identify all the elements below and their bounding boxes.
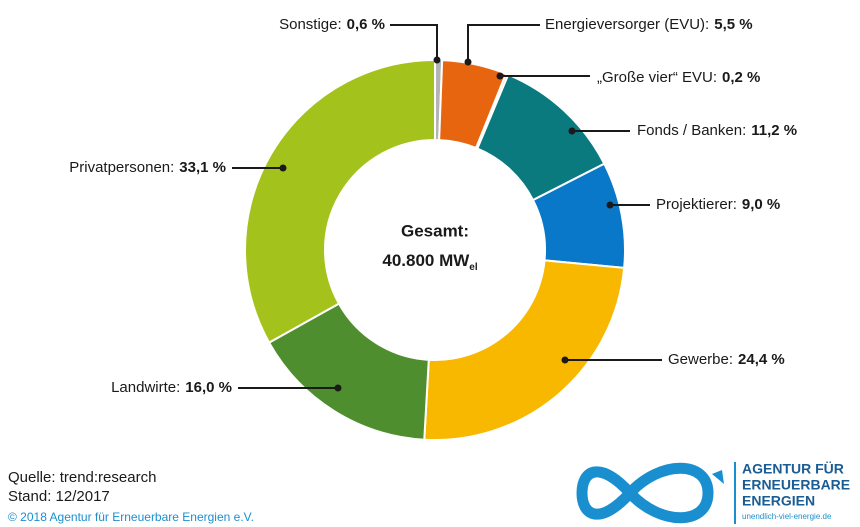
- category-label: Sonstige:: [279, 16, 342, 33]
- category-label: Privatpersonen:: [69, 159, 174, 176]
- logo-icon: [576, 462, 714, 524]
- logo-arrow: [712, 470, 724, 484]
- total-value: 40.800 MW: [382, 251, 470, 270]
- category-label: Landwirte:: [111, 379, 180, 396]
- leader-dot: [334, 384, 342, 392]
- leader-dot: [606, 201, 614, 209]
- source: Quelle: trend:research: [8, 469, 156, 486]
- value-label: 33,1 %: [179, 159, 226, 176]
- slice-label: Fonds / Banken: 11,2 %: [637, 122, 797, 139]
- slice-label: Privatpersonen: 33,1 %: [69, 159, 226, 176]
- value-label: 11,2 %: [751, 122, 797, 139]
- value-label: 24,4 %: [738, 351, 785, 368]
- leader-line: [467, 24, 540, 62]
- copyright: © 2018 Agentur für Erneuerbare Energien …: [8, 510, 254, 524]
- logo-divider: [734, 462, 736, 524]
- slice-label: Projektierer: 9,0 %: [656, 196, 780, 213]
- logo-line: ENERGIEN: [742, 493, 815, 509]
- leader-dot: [433, 56, 441, 64]
- slice-label: Sonstige: 0,6 %: [279, 16, 385, 33]
- category-label: Energieversorger (EVU):: [545, 16, 709, 33]
- leader-dot: [561, 356, 569, 364]
- leader-dot: [279, 164, 287, 172]
- value-label: 0,6 %: [347, 16, 385, 33]
- leader-line: [390, 24, 438, 60]
- leader-dot: [568, 127, 576, 135]
- center-label: Gesamt:: [401, 221, 469, 240]
- donut-slice: [244, 58, 436, 344]
- category-label: Gewerbe:: [668, 351, 733, 368]
- category-label: Fonds / Banken:: [637, 122, 746, 139]
- donut-slice: [423, 259, 626, 441]
- value-label: 5,5 %: [714, 16, 752, 33]
- slice-label: Gewerbe: 24,4 %: [668, 351, 785, 368]
- slice-label: Energieversorger (EVU): 5,5 %: [545, 16, 753, 33]
- value-label: 16,0 %: [185, 379, 232, 396]
- slice-label: „Große vier“ EVU: 0,2 %: [597, 69, 760, 86]
- category-label: „Große vier“ EVU:: [597, 69, 717, 86]
- category-label: Projektierer:: [656, 196, 737, 213]
- value-label: 9,0 %: [742, 196, 780, 213]
- logo-url: unendlich-viel-energie.de: [742, 512, 832, 521]
- slice-label: Landwirte: 16,0 %: [111, 379, 232, 396]
- total-subscript: el: [469, 262, 478, 273]
- leader-dot: [496, 72, 504, 80]
- leader-dot: [464, 58, 472, 66]
- logo-line: AGENTUR FÜR: [742, 461, 844, 477]
- value-label: 0,2 %: [722, 69, 760, 86]
- total-label: 40.800 MWel: [382, 251, 477, 272]
- date: Stand: 12/2017: [8, 488, 110, 505]
- logo-line: ERNEUERBARE: [742, 477, 850, 493]
